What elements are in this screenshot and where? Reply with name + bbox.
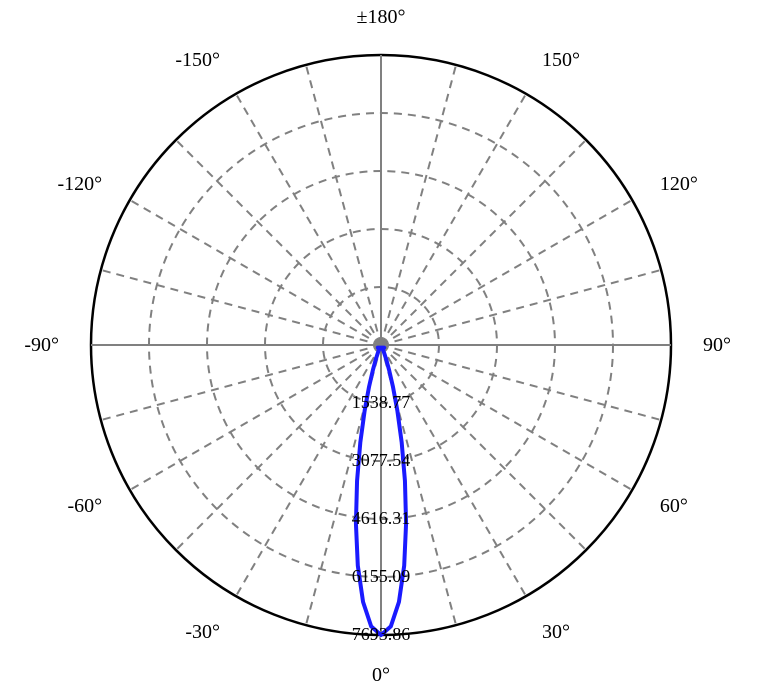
angle-label: -150° [175, 49, 220, 71]
grid-spoke [130, 345, 381, 490]
angle-label: -90° [24, 334, 59, 356]
angle-label: 30° [542, 621, 570, 643]
grid-spoke [176, 345, 381, 550]
angle-label: 60° [660, 495, 688, 517]
angle-label: 0° [372, 664, 390, 686]
grid-spoke [381, 140, 586, 345]
grid-spoke [381, 94, 526, 345]
grid-spoke [381, 345, 661, 420]
polar-chart: 1538.77 3077.54 4616.31 6155.09 7693.86 0° 30°… [0, 0, 762, 692]
grid [91, 55, 671, 635]
grid-spoke [381, 270, 661, 345]
grid-spoke [130, 200, 381, 345]
grid-spoke [101, 270, 381, 345]
angle-label: 150° [542, 49, 580, 71]
angle-label: ±180° [357, 6, 406, 28]
angle-label: -120° [57, 173, 102, 195]
radial-tick-label: 4616.31 [352, 508, 411, 528]
grid-spoke [381, 200, 632, 345]
grid-spoke [306, 65, 381, 345]
angle-label: 90° [703, 334, 731, 356]
angle-label: 120° [660, 173, 698, 195]
angle-label: -60° [67, 495, 102, 517]
grid-spoke [381, 345, 632, 490]
grid-spoke [176, 140, 381, 345]
grid-spoke [101, 345, 381, 420]
radial-tick-label: 7693.86 [352, 624, 411, 644]
radial-tick-label: 1538.77 [352, 392, 411, 412]
radial-tick-label: 3077.54 [352, 450, 411, 470]
grid-spoke [381, 345, 586, 550]
angle-label: -30° [185, 621, 220, 643]
radial-tick-label: 6155.09 [352, 566, 411, 586]
grid-spoke [236, 94, 381, 345]
grid-spoke [381, 65, 456, 345]
